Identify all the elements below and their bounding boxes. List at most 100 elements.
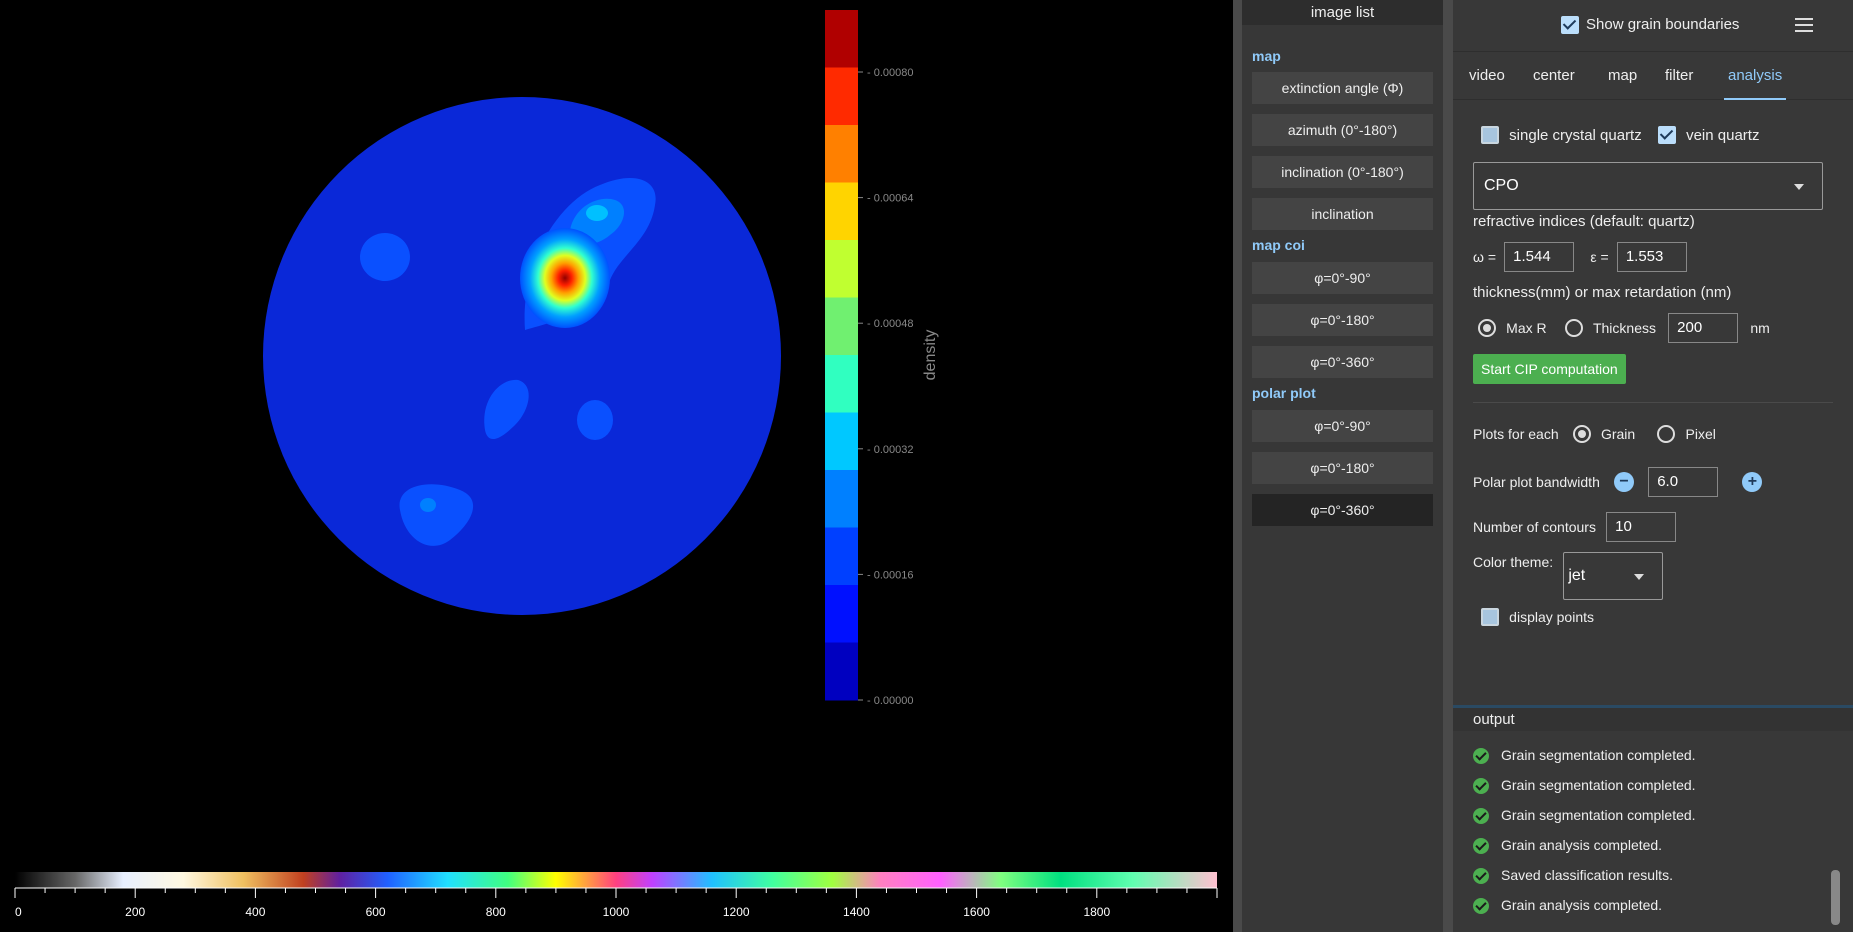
polar-plot-90-button[interactable]: φ=0°-90° [1252, 410, 1433, 442]
panel-divider[interactable] [1233, 0, 1242, 932]
grain-radio[interactable] [1572, 425, 1591, 444]
check-circle-icon [1473, 748, 1489, 765]
output-log: Grain segmentation completed. Grain segm… [1453, 740, 1853, 920]
retardation-ticks: 0 200 400 600 800 1000 1200 1400 1600 1800 [14, 888, 1218, 919]
colorbar-segment [825, 642, 858, 701]
polar-plot-180-button[interactable]: φ=0°-180° [1252, 452, 1433, 484]
colorbar-segment [825, 67, 858, 126]
log-item-text: Grain analysis completed. [1501, 897, 1663, 913]
density-contour [360, 233, 410, 281]
log-item: Grain analysis completed. [1453, 830, 1853, 860]
polar-disc [263, 97, 781, 615]
omega-input[interactable]: 1.544 [1504, 242, 1575, 272]
map-azimuth-button[interactable]: azimuth (0°-180°) [1252, 114, 1433, 146]
divider-line [1473, 402, 1833, 403]
mode-select-value: CPO [1484, 177, 1519, 194]
scale-tick-label: 1200 [723, 905, 750, 919]
tab-video[interactable]: video [1469, 67, 1505, 84]
map-extinction-angle-button[interactable]: extinction angle (Φ) [1252, 72, 1433, 104]
log-item-text: Grain segmentation completed. [1501, 807, 1696, 823]
color-theme-value: jet [1568, 567, 1586, 584]
colorbar-tick-label: - 0.00048 [867, 318, 913, 330]
epsilon-label: ε = [1590, 249, 1609, 265]
thickness-radio[interactable] [1564, 319, 1583, 337]
plus-icon[interactable]: + [1742, 472, 1763, 492]
vein-quartz-label: vein quartz [1686, 126, 1760, 144]
retardation-color-scale: 0 200 400 600 800 1000 1200 1400 1600 1800 [14, 872, 1218, 919]
scale-tick-label: 1400 [843, 905, 870, 919]
display-points-row: display points [1481, 608, 1594, 627]
image-list-header: image list [1242, 0, 1443, 25]
colorbar-segment [825, 355, 858, 413]
mode-select[interactable]: CPO [1473, 162, 1823, 210]
panel-divider[interactable] [1443, 0, 1453, 932]
polar-density-plot: - 0.00080 - 0.00064 - 0.00048 - 0.00032 - 0.… [263, 10, 939, 707]
log-item: Grain analysis completed. [1453, 890, 1853, 920]
output-header: output [1453, 705, 1853, 731]
tab-center[interactable]: center [1533, 67, 1575, 84]
map-inclination-180-button[interactable]: inclination (0°-180°) [1252, 156, 1433, 188]
colorbar-segment [825, 182, 858, 241]
hamburger-menu-icon[interactable] [1795, 18, 1813, 32]
density-contour [577, 400, 613, 440]
tab-filter[interactable]: filter [1665, 67, 1694, 84]
section-label-map-coi: map coi [1252, 237, 1305, 253]
density-contour [586, 205, 608, 221]
log-item-text: Grain analysis completed. [1501, 837, 1663, 853]
refractive-indices-label: refractive indices (default: quartz) [1473, 213, 1695, 230]
plots-for-each-row: Plots for each Grain Pixel [1473, 425, 1716, 444]
bandwidth-label: Polar plot bandwidth [1473, 474, 1600, 490]
pixel-radio[interactable] [1657, 425, 1676, 444]
map-inclination-button[interactable]: inclination [1252, 198, 1433, 230]
scale-tick-label: 1800 [1083, 905, 1110, 919]
quartz-type-row: single crystal quartz vein quartz [1481, 126, 1760, 145]
colorbar-segment [825, 10, 858, 68]
map-coi-90-button[interactable]: φ=0°-90° [1252, 262, 1433, 294]
tab-analysis[interactable]: analysis [1723, 52, 1787, 100]
color-theme-select[interactable]: jet [1563, 552, 1664, 600]
show-grain-boundaries-checkbox[interactable] [1561, 16, 1579, 34]
retardation-gradient [15, 872, 1217, 888]
density-contour [420, 498, 436, 512]
show-grain-boundaries-label: Show grain boundaries [1586, 16, 1740, 33]
max-r-radio[interactable] [1478, 319, 1496, 337]
tab-map[interactable]: map [1608, 67, 1638, 84]
output-scrollbar[interactable] [1831, 870, 1840, 925]
start-cip-computation-button[interactable]: Start CIP computation [1473, 354, 1626, 384]
density-peak [520, 228, 610, 328]
density-contour [399, 484, 474, 546]
section-label-map: map [1252, 48, 1281, 64]
section-label-polar-plot: polar plot [1252, 385, 1316, 401]
polar-plot-area: - 0.00080 - 0.00064 - 0.00048 - 0.00032 - 0.… [14, 10, 1218, 919]
top-bar: Show grain boundaries [1453, 0, 1853, 52]
log-item: Grain segmentation completed. [1453, 770, 1853, 800]
epsilon-input[interactable]: 1.553 [1616, 242, 1687, 272]
contours-input[interactable]: 10 [1606, 512, 1677, 542]
map-coi-360-button[interactable]: φ=0°-360° [1252, 346, 1433, 378]
control-panel: Show grain boundaries video center map f… [1453, 0, 1853, 932]
single-crystal-quartz-checkbox[interactable] [1481, 126, 1499, 145]
vein-quartz-checkbox[interactable] [1657, 126, 1676, 145]
colorbar-tick-label: - 0.00032 [867, 444, 913, 456]
bandwidth-row: Polar plot bandwidth − 6.0 + [1473, 467, 1763, 497]
pixel-label: Pixel [1685, 426, 1716, 443]
colorbar-segment [825, 297, 858, 356]
minus-icon[interactable]: − [1614, 472, 1635, 492]
thickness-input[interactable]: 200 [1668, 313, 1739, 343]
scale-tick-label: 600 [366, 905, 386, 919]
scale-tick-label: 1600 [963, 905, 990, 919]
log-item: Saved classification results. [1453, 860, 1853, 890]
log-item: Grain segmentation completed. [1453, 740, 1853, 770]
display-points-checkbox[interactable] [1481, 608, 1499, 627]
colorbar-segment [825, 527, 858, 586]
colorbar-segment [825, 470, 858, 528]
check-circle-icon [1473, 868, 1489, 885]
map-coi-180-button[interactable]: φ=0°-180° [1252, 304, 1433, 336]
colorbar-segment [825, 240, 858, 298]
contours-row: Number of contours 10 [1473, 512, 1677, 542]
colorbar-ticks: - 0.00080 - 0.00064 - 0.00048 - 0.00032 - 0.… [858, 67, 913, 707]
log-item: Grain segmentation completed. [1453, 800, 1853, 830]
display-points-label: display points [1509, 609, 1594, 626]
bandwidth-input[interactable]: 6.0 [1648, 467, 1719, 497]
polar-plot-360-button[interactable]: φ=0°-360° [1252, 494, 1433, 526]
